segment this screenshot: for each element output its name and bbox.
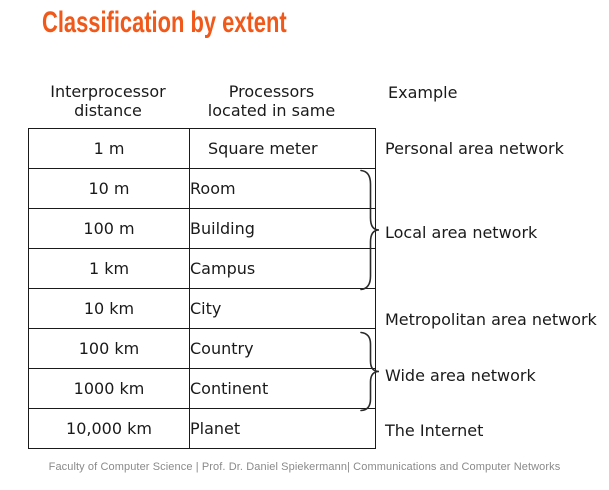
table-row: 1 km Campus — [28, 248, 376, 289]
distance-cell: 100 m — [28, 208, 190, 249]
distance-cell: 1000 km — [28, 368, 190, 409]
header-processors-located: Processors located in same — [188, 82, 355, 120]
header-interprocessor-distance: Interprocessor distance — [28, 82, 188, 120]
table-row: 1 m Square meter — [28, 128, 376, 169]
label-wide-area-network: Wide area network — [385, 366, 536, 385]
label-personal-area-network: Personal area network — [385, 139, 564, 158]
wan-brace-icon — [360, 331, 380, 412]
table-row: 10,000 km Planet — [28, 408, 376, 449]
distance-cell: 10 km — [28, 288, 190, 329]
header-line: Processors — [228, 82, 315, 101]
classification-table: 1 m Square meter 10 m Room 100 m Buildin… — [28, 128, 376, 449]
location-cell: Campus — [189, 248, 376, 289]
distance-cell: 100 km — [28, 328, 190, 369]
label-the-internet: The Internet — [385, 421, 484, 440]
header-line: located in same — [207, 101, 336, 120]
table-row: 1000 km Continent — [28, 368, 376, 409]
header-line: distance — [74, 101, 142, 120]
label-local-area-network: Local area network — [385, 223, 538, 242]
lan-brace-icon — [360, 169, 380, 291]
location-cell: Square meter — [189, 128, 376, 169]
location-cell: City — [189, 288, 376, 329]
table-row: 100 m Building — [28, 208, 376, 249]
table-row: 10 km City — [28, 288, 376, 329]
label-metropolitan-area-network: Metropolitan area network — [385, 310, 597, 329]
distance-cell: 1 m — [28, 128, 190, 169]
distance-cell: 1 km — [28, 248, 190, 289]
table-row: 100 km Country — [28, 328, 376, 369]
header-example: Example — [388, 83, 458, 102]
location-cell: Building — [189, 208, 376, 249]
location-cell: Country — [189, 328, 376, 369]
footer-credit: Faculty of Computer Science | Prof. Dr. … — [48, 461, 561, 473]
table-row: 10 m Room — [28, 168, 376, 209]
page-title: Classification by extent — [42, 6, 287, 39]
distance-cell: 10 m — [28, 168, 190, 209]
location-cell: Continent — [189, 368, 376, 409]
location-cell: Planet — [189, 408, 376, 449]
header-line: Interprocessor — [50, 82, 166, 101]
location-cell: Room — [189, 168, 376, 209]
distance-cell: 10,000 km — [28, 408, 190, 449]
